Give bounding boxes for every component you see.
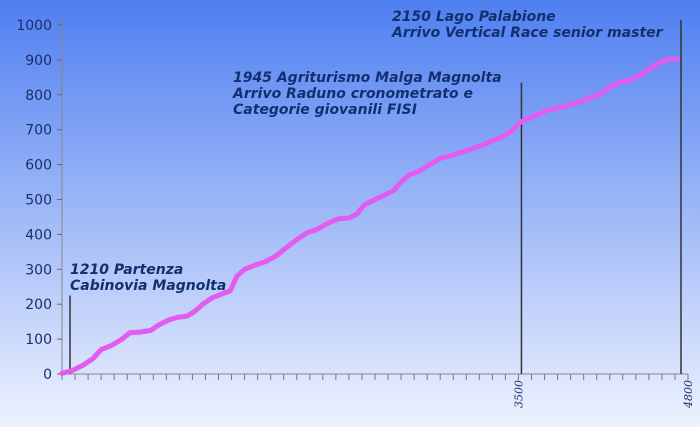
series-layer: [59, 56, 681, 376]
y-tick-label: 800: [25, 88, 52, 104]
annotation-text: Arrivo Raduno cronometrato e: [232, 86, 473, 102]
annotation-text: 2150 Lago Palabione: [392, 9, 556, 25]
x-tick-label-3500: 3500: [512, 380, 525, 408]
y-tick-label: 600: [25, 158, 52, 174]
annotation-markers: [69, 19, 682, 374]
y-tick-label: 700: [25, 123, 52, 139]
annotation-text: Cabinovia Magnolta: [70, 278, 226, 294]
y-tick-label: 900: [25, 53, 52, 69]
y-tick-label: 300: [25, 262, 52, 278]
x-tick-label-4800: 4800: [682, 380, 695, 409]
annotation-text: 1945 Agriturismo Malga Magnolta: [233, 70, 502, 86]
annotation-text: Categorie giovanili FISI: [233, 102, 417, 118]
axes: 0 100 200 300 400 500 600 700 800 900 1000 3500 4800: [16, 18, 695, 409]
y-tick-label: 100: [25, 332, 52, 348]
annotation-text: Arrivo Vertical Race senior master: [391, 25, 664, 41]
y-tick-label: 0: [43, 367, 52, 383]
y-tick-label: 200: [25, 297, 52, 313]
y-tick-label: 1000: [16, 18, 52, 34]
y-tick-label: 400: [25, 227, 52, 243]
elevation-series-line: [59, 56, 681, 376]
y-tick-label: 500: [25, 193, 52, 209]
annotation-text: 1210 Partenza: [70, 262, 183, 278]
